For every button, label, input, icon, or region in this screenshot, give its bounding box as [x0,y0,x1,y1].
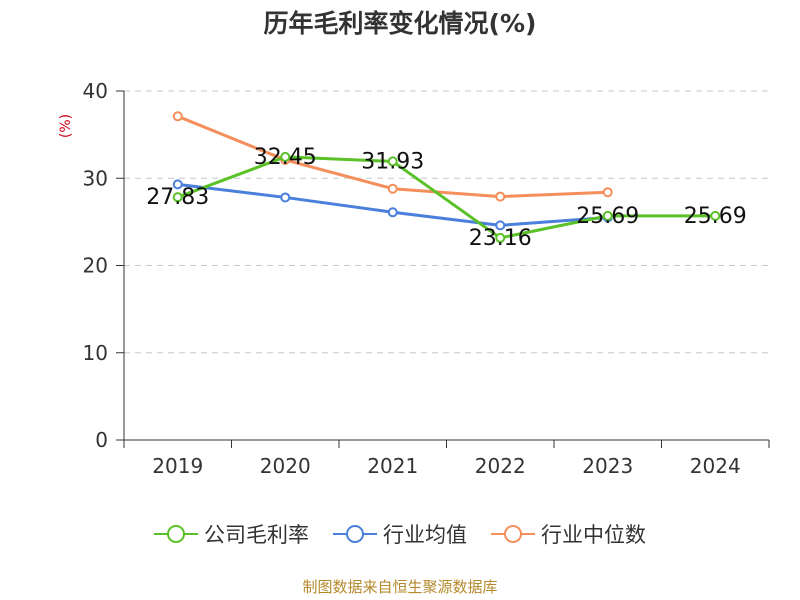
data-point [172,192,183,203]
data-point [602,187,613,198]
data-label: 32.45 [254,145,317,170]
x-tick-label: 2019 [152,454,203,478]
y-tick-label: 30 [83,166,108,190]
data-point [387,207,398,218]
y-axis-label: (%) [58,114,74,138]
legend-item-industry-median[interactable]: 行业中位数 [491,519,646,549]
legend-label-industry-mean: 行业均值 [383,523,467,547]
data-label: 25.69 [576,204,639,229]
axes: 0 10 20 30 40 2019 2020 2021 2022 2023 2024 [83,79,770,478]
chart-title: 历年毛利率变化情况(%) [263,9,537,38]
x-tick-label: 2024 [690,454,741,478]
y-tick-label: 10 [83,341,108,365]
data-point [602,210,613,221]
data-point [495,220,506,231]
legend-symbol-company-margin [154,525,198,543]
series-line [177,155,716,240]
legend-label-company-margin: 公司毛利率 [204,523,309,547]
data-labels: 27.83 32.45 31.93 23.16 25.69 25.69 [146,145,746,251]
data-point [495,191,506,202]
legend-item-industry-mean[interactable]: 行业均值 [333,519,467,549]
legend-symbol-industry-median [491,525,535,543]
legend: 公司毛利率 行业均值 行业中位数 [0,519,800,549]
data-label: 23.16 [469,226,532,251]
legend-item-company-margin[interactable]: 公司毛利率 [154,519,309,549]
data-point [172,179,183,190]
data-label: 27.83 [146,185,209,210]
data-label: 31.93 [361,149,424,174]
data-point [280,192,291,203]
series-lines [172,111,721,243]
y-tick-label: 40 [83,79,108,103]
legend-label-industry-median: 行业中位数 [541,523,646,547]
x-tick-label: 2020 [260,454,311,478]
data-point [387,156,398,167]
legend-symbol-industry-mean [333,525,377,543]
grid-lines [124,90,769,354]
source-note: 制图数据来自恒生聚源数据库 [302,578,498,596]
x-tick-label: 2022 [475,454,526,478]
y-tick-label: 0 [95,428,108,452]
x-tick-label: 2023 [582,454,633,478]
data-point [710,210,721,221]
data-point [495,232,506,243]
data-point [280,151,291,162]
data-point [172,111,183,122]
data-label: 25.69 [684,204,747,229]
x-tick-label: 2021 [367,454,418,478]
y-tick-label: 20 [83,254,108,278]
data-point [387,183,398,194]
